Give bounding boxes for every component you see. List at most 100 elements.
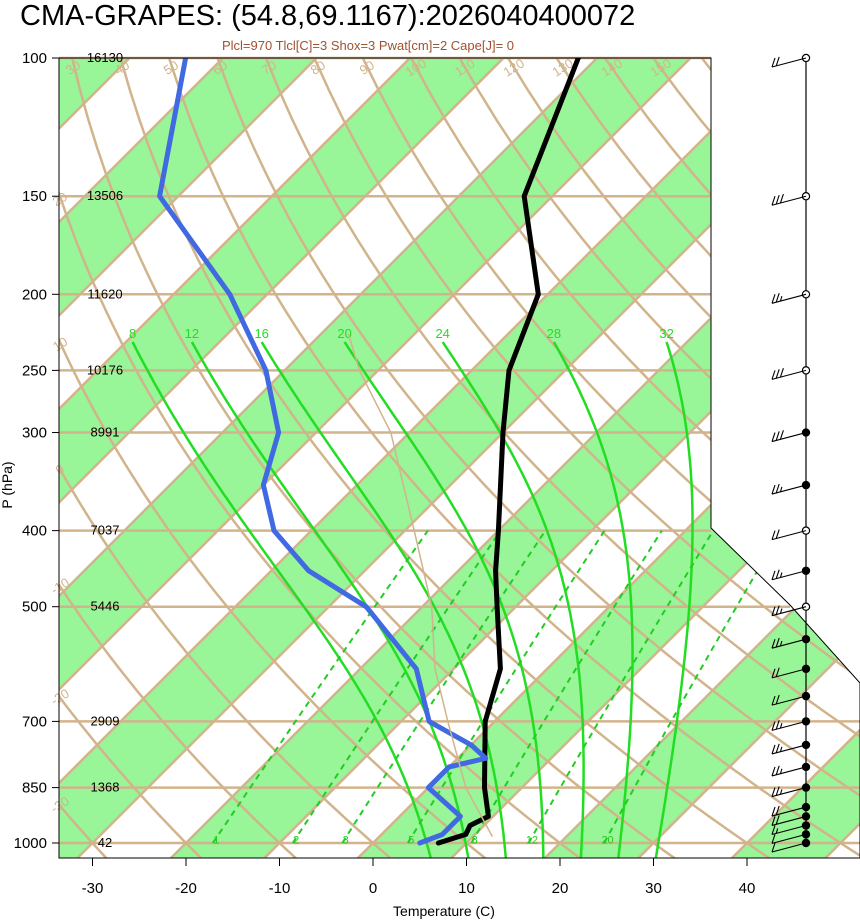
barb-flag: [775, 431, 780, 441]
dry-adiabat-line: [59, 58, 350, 858]
mixing-ratio-line: [341, 530, 547, 844]
isotherm-bands: [59, 58, 860, 858]
wind-barb: [771, 833, 807, 844]
barb-flag: [775, 815, 780, 825]
barb-flag: [771, 639, 776, 649]
isotherm-line: [683, 58, 860, 858]
wind-barb: [771, 695, 807, 706]
barb-flag: [771, 570, 776, 580]
wind-barb: [771, 432, 807, 443]
wind-barb: [771, 824, 807, 836]
barb-flag: [771, 787, 776, 797]
height-label: 42: [98, 835, 112, 850]
barb-half-flag: [779, 789, 783, 795]
pressure-tick-label: 500: [22, 599, 47, 616]
barb-flag: [775, 805, 780, 816]
dry-adiabat-line: [59, 58, 252, 858]
moist-adiabat-line: [131, 341, 433, 858]
barb-flag: [771, 806, 776, 817]
barb-half-flag: [775, 828, 779, 834]
mixing-ratio-label: 5: [408, 835, 414, 847]
wind-barb: [771, 195, 807, 206]
wind-barb: [771, 638, 807, 649]
barb-flag: [771, 825, 776, 835]
dry-adiabat-line: [216, 58, 860, 858]
isotherm-line: [496, 58, 860, 858]
dry-adiabat-line: [119, 58, 843, 858]
barb-flag: [775, 605, 780, 615]
isotherm-line: [59, 58, 224, 858]
barb-flag: [775, 569, 780, 579]
chart-subtitle: Plcl=970 Tlcl[C]=3 Shox=3 Pwat[cm]=2 Cap…: [222, 38, 514, 53]
x-tick-label: 10: [458, 880, 475, 897]
mixing-ratio-label: 3: [343, 835, 349, 847]
wind-barb: [771, 766, 807, 777]
x-tick-label: 40: [739, 880, 756, 897]
dry-adiabat-label: 30: [63, 57, 83, 77]
x-tick-label: 30: [645, 880, 662, 897]
wind-barb: [771, 720, 807, 731]
wind-barb: [771, 744, 807, 755]
height-label: 5446: [91, 599, 120, 614]
barb-half-flag: [779, 640, 783, 647]
x-axis-label: Temperature (C): [393, 903, 495, 919]
wind-barb: [771, 57, 807, 68]
barb-flag: [771, 57, 776, 68]
wind-barb: [771, 530, 807, 541]
barb-half-flag: [779, 486, 783, 493]
height-labels: 16130 13506 11620 10176 8991 7037 5446 2909 1368…: [87, 50, 123, 850]
barb-flag: [775, 293, 780, 303]
barb-flag: [775, 369, 780, 379]
dry-adiabat-line: [313, 58, 860, 858]
barb-half-flag: [779, 768, 783, 774]
barb-flag: [771, 695, 776, 706]
barb-flag: [771, 484, 776, 495]
pressure-tick-label: 700: [22, 713, 47, 730]
barb-flag: [775, 194, 780, 205]
wind-barb: [771, 484, 807, 495]
barb-flag: [771, 816, 776, 826]
x-tick-label: -30: [82, 880, 104, 897]
barb-half-flag: [779, 746, 783, 752]
barb-flag: [775, 637, 780, 648]
barb-flag: [775, 483, 780, 494]
barb-half-flag: [779, 608, 783, 614]
mixing-ratio-label: 12: [526, 835, 538, 847]
barb-flag: [775, 765, 780, 775]
wind-barb: [771, 570, 807, 581]
dry-adiabat-line: [410, 58, 860, 858]
moist-adiabat-label: 16: [254, 326, 268, 341]
moist-adiabat-line: [552, 341, 634, 858]
moist-adiabat-label: 32: [659, 326, 673, 341]
barb-half-flag: [779, 572, 783, 578]
wind-barbs: [771, 53, 811, 853]
pressure-tick-label: 150: [22, 188, 47, 205]
isotherm-line: [590, 58, 860, 858]
isotherm-line: [59, 58, 505, 858]
dry-adiabat-line: [59, 58, 153, 858]
moist-adiabat-label: 24: [435, 326, 449, 341]
pressure-tick-label: 100: [22, 50, 47, 67]
barb-flag: [771, 834, 776, 844]
y-axis-label: P (hPa): [0, 461, 15, 508]
dry-adiabat-label: -20: [48, 686, 72, 709]
barb-flag: [771, 606, 776, 616]
wind-barb: [771, 668, 807, 679]
dry-adiabat-label: 10: [50, 334, 70, 354]
dry-adiabat-line: [59, 58, 547, 858]
moist-adiabat-label: 8: [129, 326, 136, 341]
x-tick-label: -20: [175, 880, 197, 897]
mixing-ratio-line: [291, 530, 502, 844]
barb-flag: [779, 430, 784, 440]
isotherm-band: [59, 58, 691, 858]
isotherm-line: [216, 58, 860, 858]
moist-adiabat-line: [441, 341, 585, 858]
barb-flag: [771, 668, 776, 679]
moist-adiabat-line: [343, 341, 545, 858]
isotherm-line: [59, 58, 598, 858]
pressure-tick-label: 250: [22, 362, 47, 379]
barb-flag: [775, 743, 780, 753]
isotherm-band: [497, 58, 860, 858]
